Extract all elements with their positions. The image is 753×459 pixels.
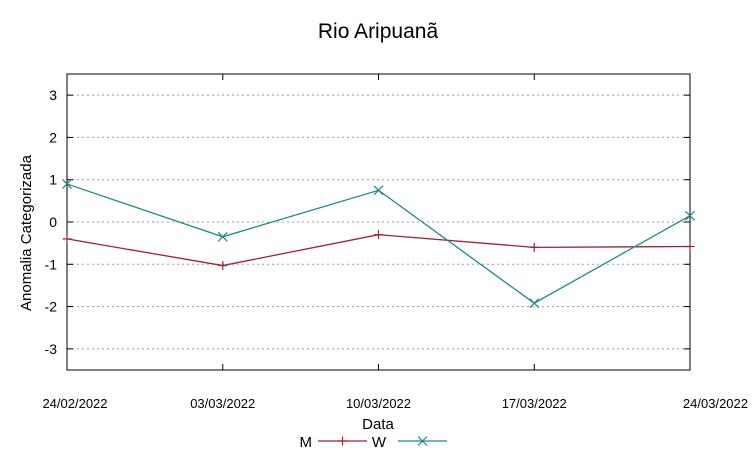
y-tick-label: 0 (49, 214, 57, 230)
y-tick-label: 1 (49, 172, 57, 188)
y-axis-ticks: 3 2 1 0 -1 -2 -3 (45, 87, 690, 357)
y-axis-label: Anomalia Categorizada (18, 154, 35, 311)
y-tick-label: -3 (45, 341, 58, 357)
series-line-w (66, 183, 691, 304)
y-tick-label: -2 (45, 299, 58, 315)
data-point-m (685, 242, 695, 252)
chart-title: Rio Aripuanã (318, 20, 439, 43)
data-point-w (373, 185, 384, 196)
y-tick-label: 2 (49, 129, 57, 145)
data-point-w (217, 231, 228, 242)
x-axis-label: Data (362, 416, 394, 433)
grid (67, 94, 690, 350)
legend-label-m: M (300, 434, 313, 451)
data-point-m (529, 242, 539, 252)
legend-label-w: W (372, 434, 387, 451)
data-point-w (685, 210, 695, 221)
x-tick-label: 03/03/2022 (190, 396, 255, 411)
y-tick-label: -1 (45, 256, 58, 272)
x-tick-label: 10/03/2022 (346, 396, 411, 411)
x-tick-label: 24/03/2022 (683, 396, 748, 411)
series-line-m (66, 234, 691, 267)
legend-marker-m (338, 436, 347, 446)
x-tick-label: 24/02/2022 (42, 396, 107, 411)
data-point-w (62, 179, 72, 189)
data-point-m (374, 230, 383, 240)
series (62, 179, 695, 309)
x-tick-label: 17/03/2022 (502, 396, 567, 411)
data-point-m (218, 261, 228, 271)
data-point-w (529, 298, 540, 309)
y-tick-label: 3 (49, 87, 57, 103)
x-axis-ticks: 24/02/2022 03/03/2022 10/03/2022 17/03/2022… (42, 74, 748, 411)
legend-marker-w (417, 436, 428, 446)
data-point-m (62, 234, 72, 244)
